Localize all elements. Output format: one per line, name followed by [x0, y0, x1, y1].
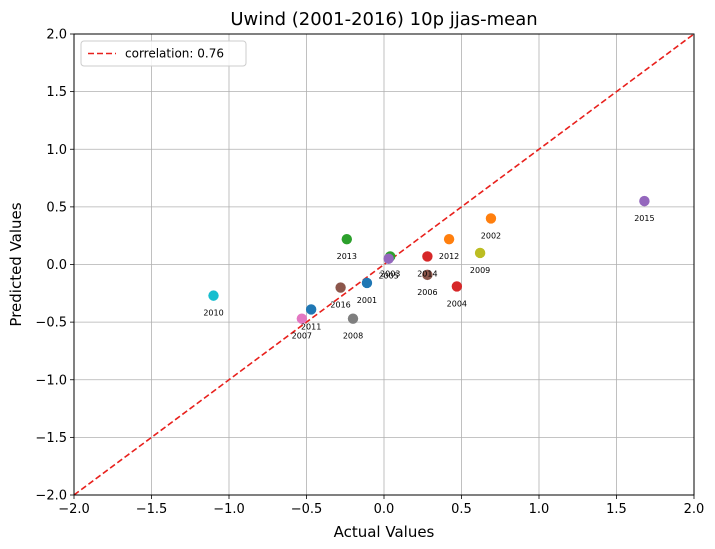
y-tick-label: −1.5	[35, 431, 67, 446]
x-tick-label: −1.0	[213, 502, 245, 517]
x-tick-label: 0.0	[374, 502, 395, 517]
data-point-2004	[451, 281, 463, 292]
chart-title: Uwind (2001-2016) 10p jjas-mean	[230, 9, 537, 30]
data-point-2006	[422, 269, 433, 281]
point-label-2012: 2012	[439, 252, 459, 261]
data-point-2015	[639, 195, 650, 207]
x-tick-label: 2.0	[684, 502, 705, 517]
data-point-2009	[474, 247, 486, 259]
y-axis-title: Predicted Values	[7, 202, 25, 326]
x-tick-label: 1.5	[606, 502, 627, 517]
data-point-2011	[305, 304, 317, 315]
point-label-2007: 2007	[292, 332, 312, 341]
points-layer	[208, 195, 650, 324]
point-labels-layer: 2001 2002 2003 2004 2005 2006 2007 2008 2009 2010…	[203, 214, 654, 341]
y-tick-label: −2.0	[35, 489, 67, 504]
point-label-2013: 2013	[337, 252, 357, 261]
data-point-2010	[208, 290, 219, 301]
x-axis-title: Actual Values	[334, 523, 435, 541]
point-label-2004: 2004	[447, 299, 467, 308]
point-label-2002: 2002	[481, 231, 501, 240]
x-tick-label: −0.5	[291, 502, 323, 517]
point-label-2005: 2005	[378, 272, 398, 281]
point-label-2003: 2003	[380, 269, 400, 278]
y-tick-label: 2.0	[46, 28, 67, 43]
correlation-line	[73, 33, 695, 496]
point-label-2016: 2016	[330, 301, 350, 310]
data-point-2005	[383, 253, 394, 264]
point-label-2009: 2009	[470, 266, 490, 275]
point-label-2014: 2014	[417, 269, 437, 278]
x-axis-ticks: −2.0 −1.5 −1.0 −0.5 0.0 0.5 1.0 1.5 2.0	[58, 495, 704, 517]
point-label-2008: 2008	[343, 332, 363, 341]
reference-line-layer	[73, 33, 695, 496]
x-tick-label: 1.0	[529, 502, 550, 517]
data-point-2012	[443, 233, 455, 245]
data-point-2014	[422, 251, 433, 262]
point-label-2006: 2006	[417, 288, 437, 297]
y-tick-label: 1.5	[46, 85, 67, 100]
point-label-2010: 2010	[203, 309, 223, 318]
y-tick-label: 1.0	[46, 143, 67, 158]
data-point-2013	[341, 233, 352, 245]
point-label-2011: 2011	[301, 322, 321, 331]
y-tick-label: 0.5	[46, 200, 67, 215]
y-tick-label: 0.0	[46, 258, 67, 273]
point-label-2015: 2015	[634, 214, 654, 223]
x-tick-label: −1.5	[136, 502, 168, 517]
data-point-2002	[485, 213, 497, 224]
x-tick-label: −2.0	[58, 502, 90, 517]
point-label-2001: 2001	[357, 296, 377, 305]
x-tick-label: 0.5	[451, 502, 472, 517]
y-tick-label: −0.5	[35, 316, 67, 331]
data-point-2007	[296, 313, 308, 324]
data-point-2016	[335, 282, 346, 293]
y-tick-label: −1.0	[35, 373, 67, 388]
legend-box	[80, 40, 247, 67]
legend-entry: correlation: 0.76	[125, 47, 224, 61]
data-point-2008	[347, 313, 359, 324]
y-axis-ticks: −2.0 −1.5 −1.0 −0.5 0.0 0.5 1.0 1.5 2.0	[35, 28, 74, 504]
legend: correlation: 0.76	[80, 40, 247, 67]
data-point-2001	[361, 277, 373, 289]
